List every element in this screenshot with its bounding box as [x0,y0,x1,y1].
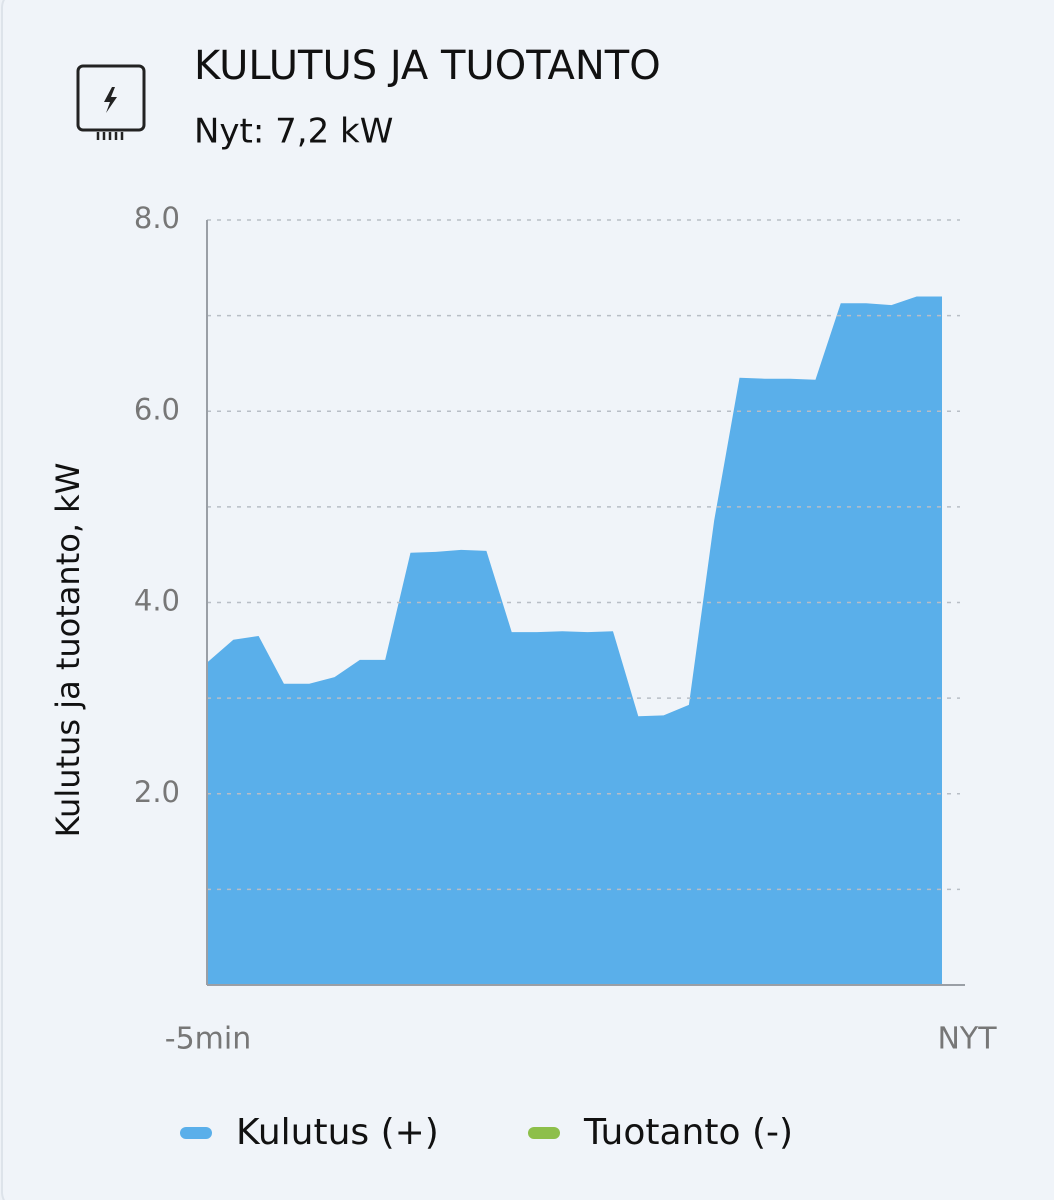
x-tick-label: NYT [937,1022,997,1057]
legend-swatch [528,1127,560,1139]
legend-label: Kulutus (+) [236,1112,439,1153]
x-tick-label: -5min [165,1022,251,1057]
y-tick-label: 6.0 [134,392,180,426]
legend-swatch [180,1127,212,1139]
y-tick-label: 2.0 [134,775,180,809]
card-title: KULUTUS JA TUOTANTO [194,43,661,89]
card-subtitle: Nyt: 7,2 kW [194,112,393,152]
area [208,296,942,985]
y-axis-label: Kulutus ja tuotanto, kW [49,463,87,838]
device-icon [76,64,146,140]
y-tick-label: 8.0 [134,201,180,235]
y-tick-label: 4.0 [134,584,180,618]
legend-label: Tuotanto (-) [583,1112,793,1153]
